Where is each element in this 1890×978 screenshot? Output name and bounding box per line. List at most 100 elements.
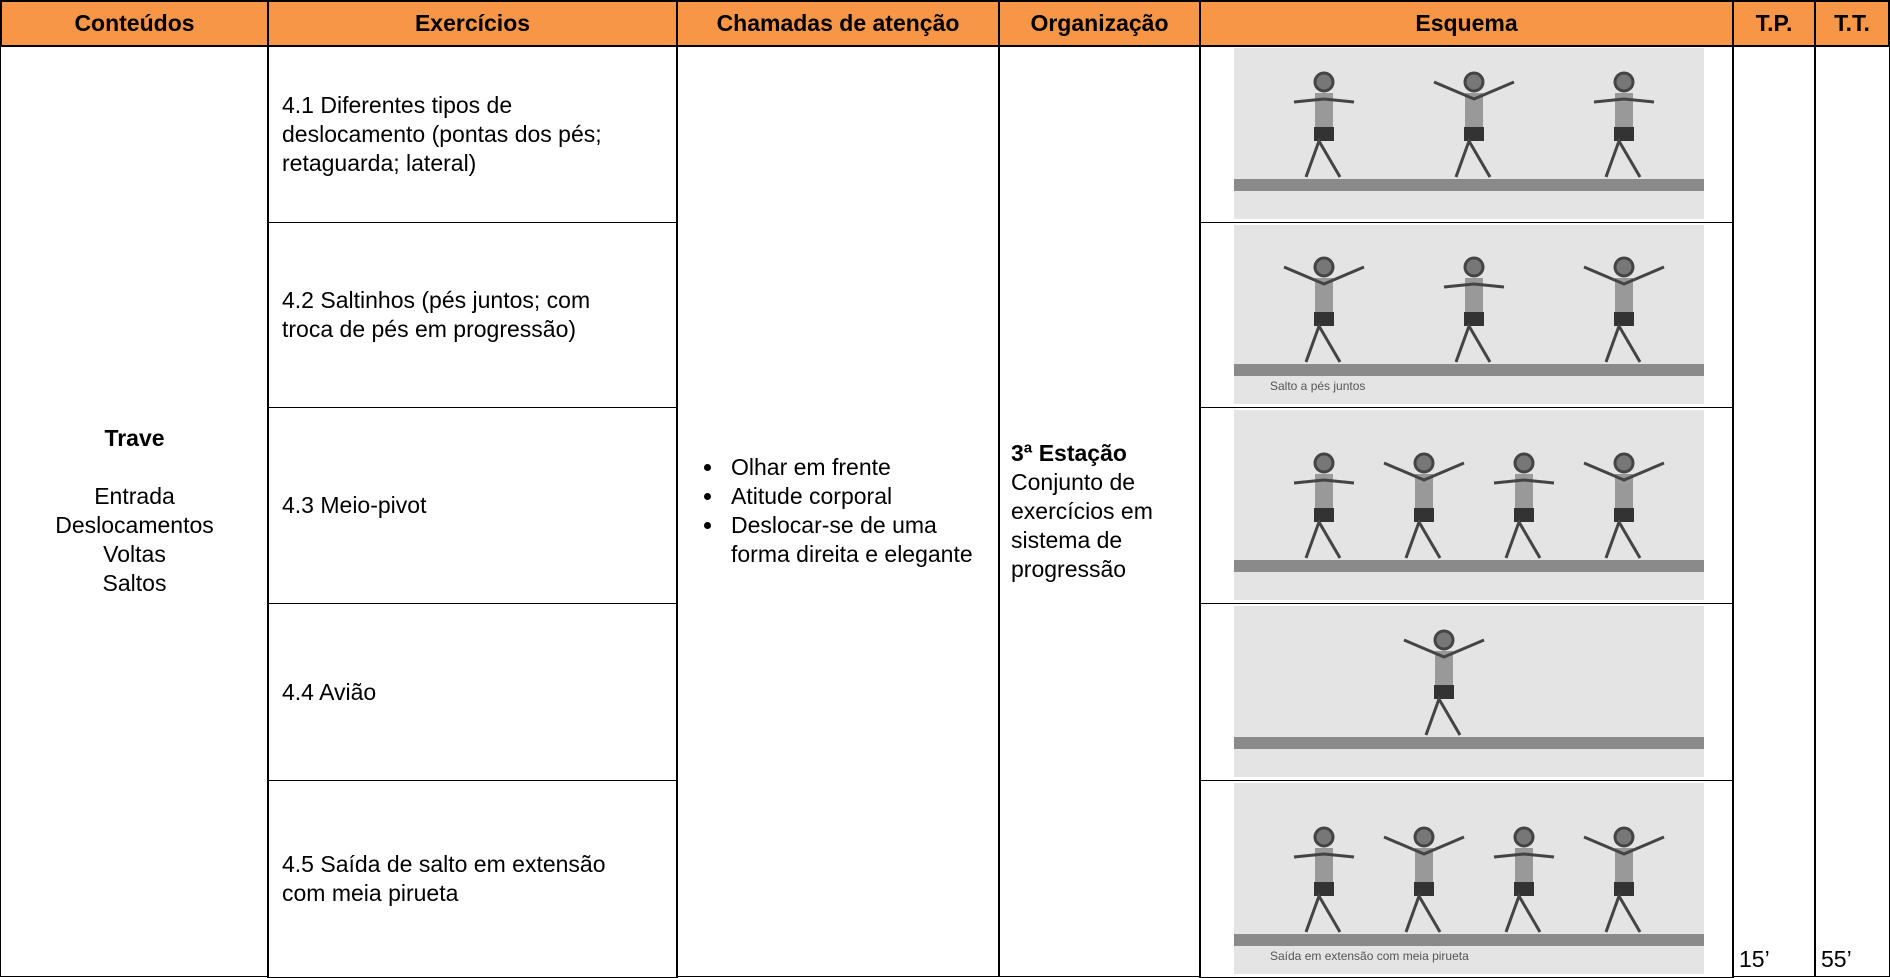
tt: 55’ bbox=[1821, 946, 1852, 972]
torso bbox=[1615, 848, 1633, 884]
exercise: 4.4 Avião bbox=[282, 678, 377, 705]
torso bbox=[1415, 848, 1433, 884]
content: Trave Entrada Deslocamentos Voltas Salto… bbox=[55, 424, 214, 598]
torso bbox=[1315, 474, 1333, 510]
torso bbox=[1615, 278, 1633, 314]
head bbox=[1613, 256, 1635, 278]
arms bbox=[1383, 461, 1465, 482]
sketch-caption: Salto a pés juntos bbox=[1270, 379, 1365, 393]
legs bbox=[1424, 695, 1462, 736]
exercise: 4.1 Diferentes tipos de deslocamento (po… bbox=[282, 91, 602, 176]
shorts bbox=[1414, 882, 1434, 896]
legs bbox=[1304, 892, 1342, 933]
legs bbox=[1454, 137, 1492, 178]
torso bbox=[1315, 848, 1333, 884]
shorts bbox=[1414, 508, 1434, 522]
shorts bbox=[1314, 127, 1334, 141]
head bbox=[1513, 452, 1535, 474]
organization: 3ª Estação Conjunto de exercícios em sis… bbox=[1011, 439, 1181, 584]
arms bbox=[1403, 638, 1485, 659]
beam bbox=[1234, 560, 1704, 572]
attention-cell: Olhar em frente Atitude corporal Desloca… bbox=[676, 45, 1000, 977]
sketch-caption: Saída em extensão com meia pirueta bbox=[1270, 949, 1469, 963]
arms bbox=[1493, 478, 1555, 485]
organization-text: Conjunto de exercícios em sistema de pro… bbox=[1011, 468, 1153, 582]
shorts bbox=[1614, 882, 1634, 896]
attention-item: Atitude corporal bbox=[725, 482, 989, 511]
exercise-cell: 4.4 Avião bbox=[267, 603, 678, 781]
tp-cell: 15’ bbox=[1732, 45, 1816, 977]
figure bbox=[1593, 71, 1655, 178]
torso bbox=[1615, 474, 1633, 510]
beam bbox=[1234, 737, 1704, 749]
figure bbox=[1293, 452, 1355, 559]
figure bbox=[1403, 629, 1485, 736]
sketch-cell bbox=[1199, 603, 1734, 781]
attention-item: Deslocar-se de uma forma direita e elega… bbox=[725, 511, 989, 569]
exercise-cell: 4.5 Saída de salto em extensão com meia … bbox=[267, 780, 678, 978]
legs bbox=[1604, 322, 1642, 363]
arms bbox=[1443, 282, 1505, 289]
head bbox=[1413, 826, 1435, 848]
torso bbox=[1465, 93, 1483, 129]
arms bbox=[1293, 97, 1355, 104]
organization-title: 3ª Estação bbox=[1011, 439, 1127, 466]
organization-cell: 3ª Estação Conjunto de exercícios em sis… bbox=[998, 45, 1201, 977]
beam bbox=[1234, 934, 1704, 946]
header: T.T. bbox=[1814, 0, 1890, 47]
content-item: Deslocamentos bbox=[55, 512, 214, 538]
exercise: 4.3 Meio-pivot bbox=[282, 492, 427, 518]
sketch: Salto a pés juntos bbox=[1234, 225, 1704, 404]
figure bbox=[1493, 826, 1555, 933]
arms bbox=[1493, 852, 1555, 859]
exercise-cell: 4.2 Saltinhos (pés juntos; com troca de … bbox=[267, 222, 678, 408]
head bbox=[1613, 452, 1635, 474]
beam bbox=[1234, 364, 1704, 376]
legs bbox=[1504, 518, 1542, 559]
figure bbox=[1383, 826, 1465, 933]
arms bbox=[1583, 835, 1665, 856]
exercise: 4.5 Saída de salto em extensão com meia … bbox=[282, 851, 606, 906]
head bbox=[1613, 826, 1635, 848]
head bbox=[1433, 629, 1455, 651]
shorts bbox=[1434, 685, 1454, 699]
tp: 15’ bbox=[1739, 946, 1770, 972]
arms bbox=[1293, 478, 1355, 485]
head bbox=[1613, 71, 1635, 93]
sketch bbox=[1234, 48, 1704, 219]
arms bbox=[1583, 461, 1665, 482]
sketch bbox=[1234, 606, 1704, 777]
sketch-cell: Saída em extensão com meia pirueta bbox=[1199, 780, 1734, 978]
head bbox=[1463, 256, 1485, 278]
arms bbox=[1383, 835, 1465, 856]
beam bbox=[1234, 179, 1704, 191]
head bbox=[1313, 452, 1335, 474]
header: Esquema bbox=[1199, 0, 1734, 47]
sketch-cell bbox=[1199, 45, 1734, 223]
shorts bbox=[1464, 312, 1484, 326]
shorts bbox=[1314, 312, 1334, 326]
exercise-cell: 4.1 Diferentes tipos de deslocamento (po… bbox=[267, 45, 678, 223]
torso bbox=[1515, 474, 1533, 510]
figure bbox=[1493, 452, 1555, 559]
legs bbox=[1604, 137, 1642, 178]
arms bbox=[1283, 265, 1365, 286]
figure bbox=[1283, 256, 1365, 363]
torso bbox=[1415, 474, 1433, 510]
content-cell: Trave Entrada Deslocamentos Voltas Salto… bbox=[0, 45, 269, 977]
head bbox=[1513, 826, 1535, 848]
legs bbox=[1604, 518, 1642, 559]
torso bbox=[1435, 651, 1453, 687]
torso bbox=[1465, 278, 1483, 314]
figure bbox=[1583, 452, 1665, 559]
legs bbox=[1304, 137, 1342, 178]
content-item: Saltos bbox=[102, 570, 167, 596]
head bbox=[1313, 256, 1335, 278]
head bbox=[1463, 71, 1485, 93]
sketch bbox=[1234, 410, 1704, 600]
shorts bbox=[1614, 127, 1634, 141]
header: T.P. bbox=[1732, 0, 1816, 47]
figure bbox=[1583, 256, 1665, 363]
sketch: Saída em extensão com meia pirueta bbox=[1234, 783, 1704, 974]
